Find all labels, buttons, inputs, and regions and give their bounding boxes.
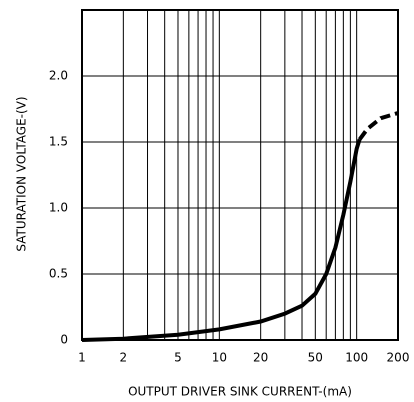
y-tick-label: 0 <box>60 333 68 347</box>
x-tick-label: 200 <box>387 351 410 365</box>
x-axis-label: OUTPUT DRIVER SINK CURRENT-(mA) <box>128 385 352 399</box>
plot-frame <box>81 9 399 341</box>
y-tick-label: 1.5 <box>49 135 68 149</box>
y-tick-label: 1.0 <box>49 201 68 215</box>
y-tick-label: 2.0 <box>49 69 68 83</box>
x-tick-label: 2 <box>120 351 128 365</box>
x-tick-label: 5 <box>174 351 182 365</box>
x-tick-label: 1 <box>78 351 86 365</box>
x-tick-label: 10 <box>212 351 227 365</box>
x-tick-label: 50 <box>308 351 323 365</box>
x-tick-label: 20 <box>253 351 268 365</box>
y-axis-label: SATURATION VOLTAGE-(V) <box>15 96 29 251</box>
curve <box>357 111 399 141</box>
curve <box>81 138 362 342</box>
x-tick-label: 100 <box>345 351 368 365</box>
y-tick-label: 0.5 <box>49 267 68 281</box>
